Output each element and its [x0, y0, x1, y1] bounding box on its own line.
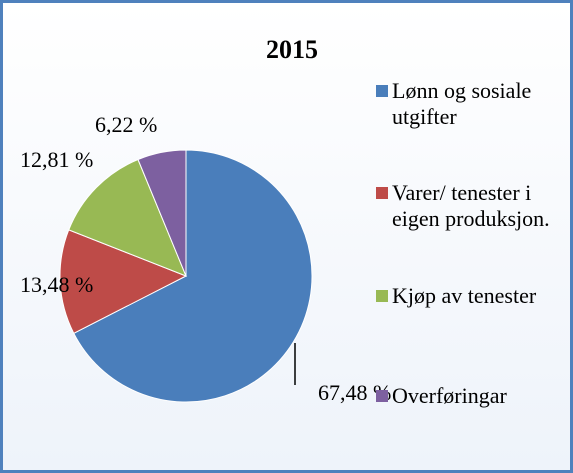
pie-slice [137, 149, 187, 277]
legend-swatch [376, 390, 388, 402]
legend-entry: Overføringar [372, 383, 573, 409]
legend-label: Lønn og sosiale utgifter [392, 78, 532, 129]
legend-swatch [376, 290, 388, 302]
legend-entry: Varer/ tenester i eigen produksjon. [372, 180, 573, 232]
legend-swatch [376, 85, 388, 97]
data-label: 13,48 % [20, 272, 93, 297]
chart-title: 2015 [266, 35, 318, 64]
pie-slice [68, 158, 187, 277]
legend-swatch [376, 187, 388, 199]
pie-slice [73, 149, 313, 403]
data-label: 6,22 % [95, 112, 157, 137]
data-label: 12,81 % [20, 147, 93, 172]
legend-label: Overføringar [392, 383, 507, 408]
legend-entry: Kjøp av tenester [372, 283, 573, 309]
pie-slice [59, 229, 188, 334]
legend-label: Varer/ tenester i eigen produksjon. [392, 180, 550, 231]
legend-label: Kjøp av tenester [392, 283, 537, 308]
legend-entry: Lønn og sosiale utgifter [372, 78, 573, 130]
